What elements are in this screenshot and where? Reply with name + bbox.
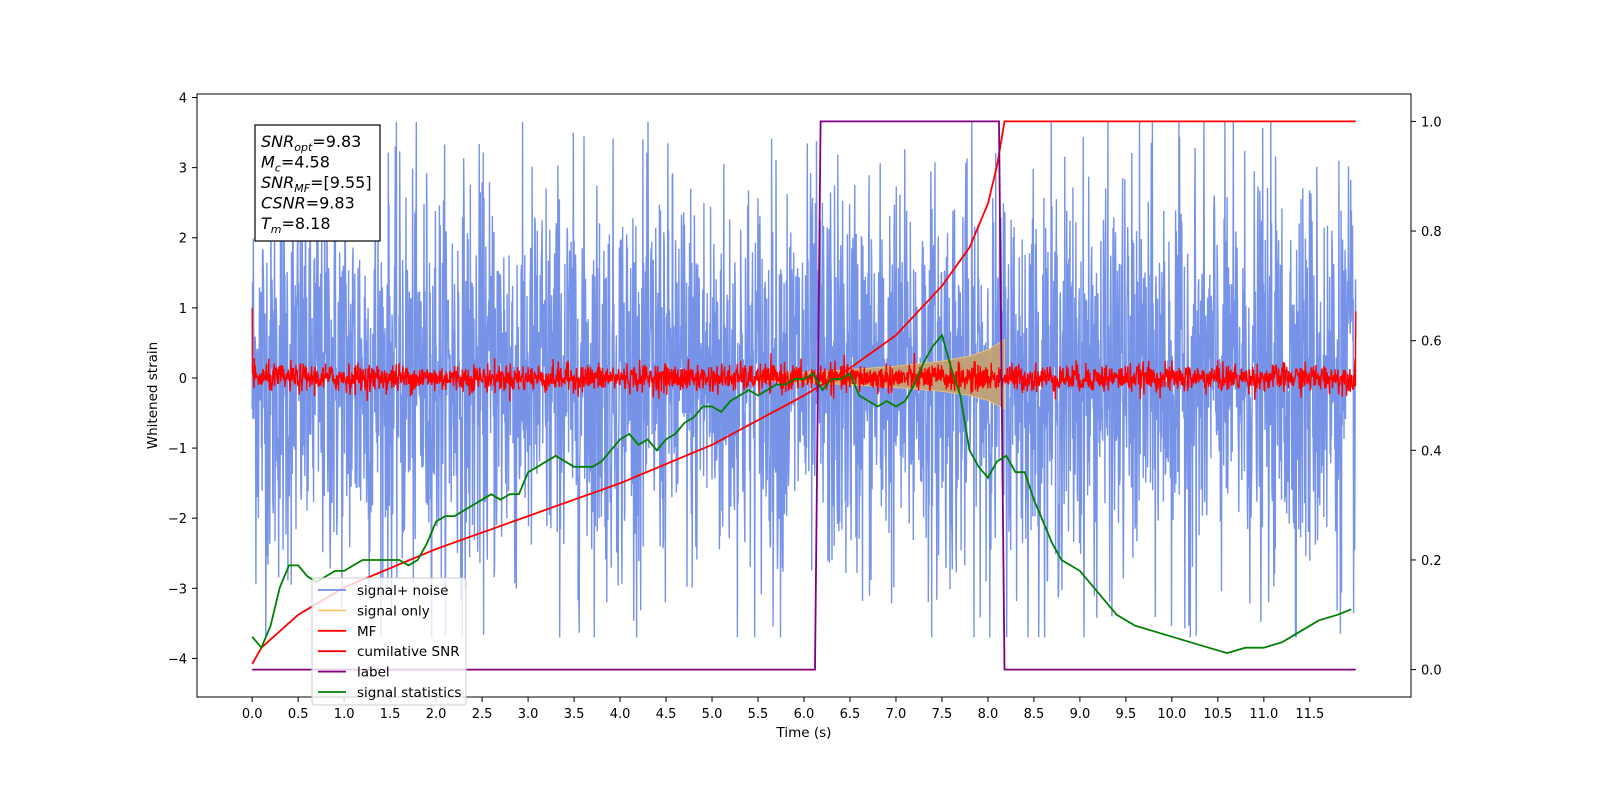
annotation-frame: [254, 124, 381, 242]
legend-entry: signal+ noise: [357, 583, 448, 599]
x-tick-label: 11.0: [1249, 707, 1278, 722]
y2-tick-label: 0.4: [1421, 444, 1442, 459]
plot-area: [251, 120, 1357, 671]
x-tick-label: 8.0: [978, 707, 999, 722]
x-tick-label: 0.0: [242, 707, 263, 722]
y-tick-label: 0: [179, 372, 187, 387]
x-tick-label: 0.5: [288, 707, 309, 722]
x-tick-label: 7.5: [932, 707, 953, 722]
x-tick-label: 10.5: [1203, 707, 1232, 722]
series-label-line: [252, 120, 1356, 671]
legend-entry: signal only: [357, 603, 430, 619]
x-tick-label: 1.5: [380, 707, 401, 722]
axes: 0.0 0.5 1.0 1.5 2.0 2.5 3.0 3.5 4.0 4.5 5.0 5.5 6.0 6…: [168, 92, 1442, 722]
annotation-line: SNRMF=[9.55]: [261, 173, 372, 195]
x-tick-label: 4.0: [610, 707, 631, 722]
series-signal-statistics-line: [251, 333, 1352, 655]
x-tick-label: 6.5: [840, 707, 861, 722]
x-tick-label: 7.0: [886, 707, 907, 722]
legend-entry: MF: [357, 624, 376, 640]
x-tick-label: 4.5: [656, 707, 677, 722]
y-axis-label: Whitened strain: [145, 342, 161, 449]
y-tick-label: 3: [179, 162, 187, 177]
y-tick-label: −2: [168, 512, 187, 527]
y2-tick-label: 0.0: [1421, 664, 1442, 679]
x-tick-label: 8.5: [1024, 707, 1045, 722]
y-tick-label: 2: [179, 232, 187, 247]
x-tick-label: 2.0: [426, 707, 447, 722]
annotation-box: SNRopt=9.83Mc=4.58SNRMF=[9.55]CSNR=9.83T…: [254, 124, 381, 242]
legend: signal+ noise signal only MF cumilative SNR…: [311, 577, 467, 706]
annotation-line: Tm=8.18: [261, 214, 331, 236]
legend-entry: cumilative SNR: [357, 644, 460, 660]
x-tick-label: 6.0: [794, 707, 815, 722]
legend-entry: signal statistics: [357, 685, 461, 701]
y-tick-label: −3: [168, 582, 187, 597]
y2-tick-label: 0.8: [1421, 225, 1442, 240]
x-tick-label: 5.5: [748, 707, 769, 722]
y2-tick-label: 0.6: [1421, 335, 1442, 350]
annotation-line: CSNR=9.83: [261, 194, 355, 213]
x-tick-label: 11.5: [1295, 707, 1324, 722]
x-tick-label: 3.5: [564, 707, 585, 722]
x-axis-label: Time (s): [776, 725, 832, 741]
series-group: [251, 120, 1357, 671]
x-tick-label: 2.5: [472, 707, 493, 722]
y-tick-label: −4: [168, 652, 187, 667]
x-tick-label: 9.0: [1070, 707, 1091, 722]
y-tick-label: −1: [168, 442, 187, 457]
legend-frame: [311, 577, 467, 706]
x-tick-label: 10.0: [1157, 707, 1186, 722]
annotation-line: Mc=4.58: [261, 153, 330, 175]
legend-entry: label: [357, 665, 390, 681]
y-tick-label: 4: [179, 92, 187, 107]
y2-tick-label: 1.0: [1421, 115, 1442, 130]
y2-tick-label: 0.2: [1421, 554, 1442, 569]
x-tick-label: 1.0: [334, 707, 355, 722]
annotation-line: SNRopt=9.83: [261, 132, 361, 154]
x-tick-label: 9.5: [1116, 707, 1137, 722]
x-tick-label: 5.0: [702, 707, 723, 722]
y-tick-label: 1: [179, 302, 187, 317]
x-tick-label: 3.0: [518, 707, 539, 722]
